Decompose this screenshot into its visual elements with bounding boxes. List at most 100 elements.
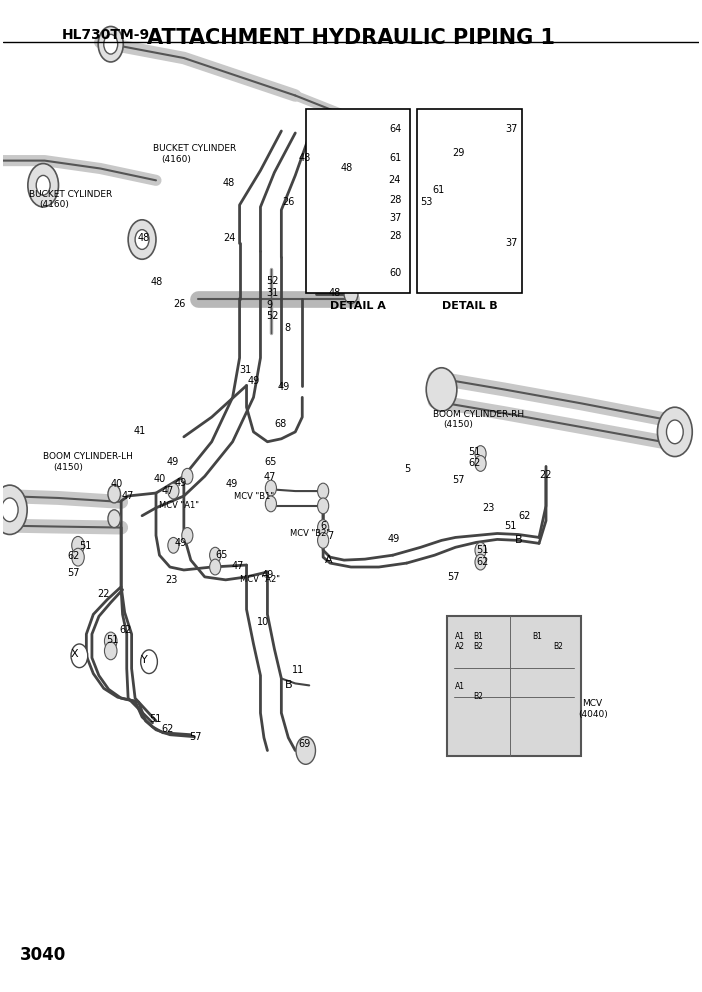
Text: 49: 49	[248, 376, 260, 386]
Circle shape	[475, 555, 486, 570]
Text: 37: 37	[505, 124, 518, 134]
Circle shape	[344, 284, 358, 304]
Text: B2: B2	[473, 643, 483, 652]
Text: 5: 5	[404, 464, 411, 474]
Circle shape	[105, 642, 117, 660]
Text: 11: 11	[292, 665, 304, 675]
Circle shape	[28, 164, 58, 207]
Text: 68: 68	[274, 419, 286, 429]
Text: 24: 24	[388, 176, 400, 186]
Text: (4040): (4040)	[578, 709, 608, 718]
Circle shape	[128, 220, 156, 259]
Circle shape	[135, 230, 149, 249]
Circle shape	[317, 483, 329, 499]
Circle shape	[317, 498, 329, 514]
Text: MCV "B1": MCV "B1"	[234, 492, 274, 502]
Text: 49: 49	[262, 570, 274, 580]
Text: DETAIL A: DETAIL A	[330, 301, 386, 310]
Text: A2: A2	[455, 643, 465, 652]
Text: 23: 23	[482, 503, 494, 513]
Text: (4150): (4150)	[53, 463, 83, 472]
Circle shape	[71, 644, 88, 668]
Text: 47: 47	[264, 472, 277, 482]
Text: MCV "B2": MCV "B2"	[290, 529, 330, 538]
Text: 62: 62	[67, 552, 80, 561]
Circle shape	[104, 35, 118, 55]
Text: BUCKET CYLINDER: BUCKET CYLINDER	[29, 189, 112, 198]
Text: 48: 48	[137, 232, 150, 243]
Text: 26: 26	[173, 299, 186, 309]
Text: A1: A1	[455, 682, 465, 690]
Text: B: B	[515, 536, 522, 546]
Text: X: X	[71, 649, 79, 659]
Circle shape	[475, 445, 486, 461]
Text: 37: 37	[390, 213, 402, 223]
Text: 47: 47	[231, 561, 244, 571]
Text: B2: B2	[473, 691, 483, 700]
Circle shape	[296, 737, 315, 764]
Text: 62: 62	[518, 511, 531, 521]
Text: 40: 40	[154, 474, 166, 484]
Circle shape	[210, 548, 220, 563]
Text: 49: 49	[175, 478, 187, 488]
Text: B1: B1	[532, 632, 542, 641]
Text: (4160): (4160)	[161, 155, 192, 164]
Text: 8: 8	[285, 323, 291, 333]
Text: 28: 28	[390, 230, 402, 241]
Text: 47: 47	[161, 486, 174, 496]
Circle shape	[1, 498, 18, 522]
Text: B2: B2	[553, 643, 563, 652]
Circle shape	[72, 549, 84, 566]
Text: 10: 10	[257, 617, 270, 627]
Text: 49: 49	[166, 457, 179, 467]
Circle shape	[0, 485, 27, 535]
Text: 31: 31	[266, 288, 278, 298]
Text: 26: 26	[283, 197, 295, 207]
Bar	[417, 109, 522, 293]
Text: 47: 47	[121, 491, 133, 501]
Text: 51: 51	[468, 446, 480, 456]
Text: 57: 57	[67, 568, 80, 578]
Text: (4160): (4160)	[39, 200, 69, 209]
Text: 48: 48	[222, 179, 234, 188]
Text: MCV "A2": MCV "A2"	[239, 575, 279, 584]
Text: 69: 69	[299, 739, 311, 749]
Circle shape	[105, 632, 117, 650]
Text: 48: 48	[340, 163, 353, 173]
Text: 23: 23	[166, 574, 178, 585]
Circle shape	[98, 27, 124, 62]
Circle shape	[658, 408, 692, 456]
Circle shape	[182, 468, 193, 484]
Text: 62: 62	[477, 558, 489, 567]
Circle shape	[265, 496, 277, 512]
Text: 51: 51	[477, 546, 489, 556]
Circle shape	[140, 650, 157, 674]
Text: 62: 62	[120, 625, 132, 635]
Text: 64: 64	[390, 124, 402, 134]
Text: MCV "A1": MCV "A1"	[159, 501, 199, 510]
Text: BOOM CYLINDER-RH: BOOM CYLINDER-RH	[433, 410, 524, 419]
Circle shape	[475, 543, 486, 558]
Circle shape	[265, 480, 277, 496]
Text: 52: 52	[266, 276, 279, 286]
Text: 49: 49	[225, 479, 238, 489]
Text: 37: 37	[505, 238, 518, 248]
Text: 3040: 3040	[20, 945, 67, 963]
Text: 24: 24	[223, 232, 236, 243]
Text: 40: 40	[111, 479, 123, 489]
Text: MCV: MCV	[582, 698, 602, 707]
Text: BOOM CYLINDER-LH: BOOM CYLINDER-LH	[43, 452, 133, 461]
Text: B: B	[285, 681, 293, 690]
Circle shape	[317, 533, 329, 549]
Text: 51: 51	[79, 542, 92, 552]
Text: 6: 6	[320, 521, 326, 531]
Text: 57: 57	[447, 572, 460, 582]
Text: 48: 48	[299, 153, 311, 163]
Bar	[306, 109, 410, 293]
Text: 48: 48	[329, 288, 341, 298]
Circle shape	[108, 510, 121, 528]
Circle shape	[666, 420, 683, 443]
Text: 41: 41	[133, 426, 146, 435]
Text: 48: 48	[150, 277, 163, 287]
Text: 9: 9	[266, 300, 272, 310]
